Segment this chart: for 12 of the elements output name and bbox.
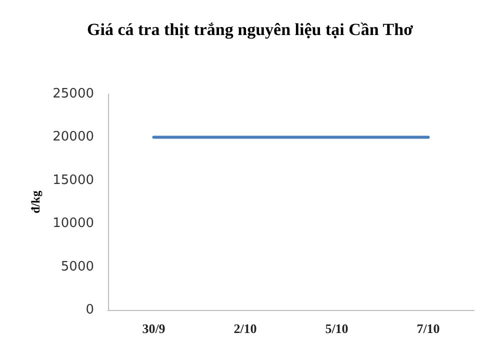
y-tick-label: 25000 — [52, 86, 94, 102]
x-tick-label: 30/9 — [142, 321, 166, 336]
x-tick-label: 7/10 — [416, 321, 440, 336]
chart-title: Giá cá tra thịt trắng nguyên liệu tại Cần Thơ — [87, 20, 414, 39]
y-axis-title: đ/kg — [28, 190, 43, 214]
y-tick-label: 15000 — [52, 172, 94, 188]
y-tick-label: 0 — [86, 302, 94, 318]
y-tick-label: 20000 — [52, 130, 94, 145]
x-tick-label: 5/10 — [325, 321, 348, 336]
y-tick-label: 5000 — [60, 259, 94, 274]
x-tick-label: 2/10 — [234, 321, 257, 336]
y-tick-label: 10000 — [52, 216, 94, 232]
